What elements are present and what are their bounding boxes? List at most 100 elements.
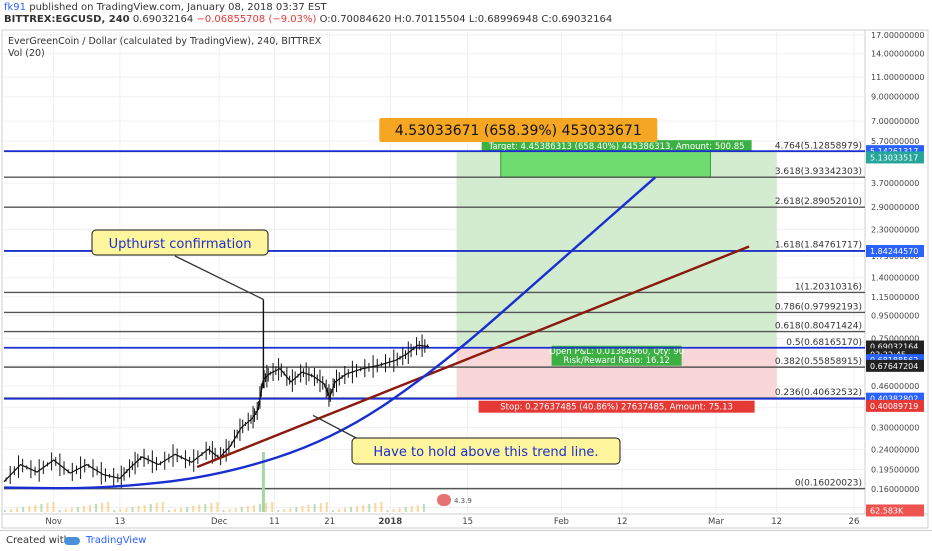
x-tick-label: 26 (849, 517, 860, 527)
volume-bar (173, 509, 176, 512)
x-tick-label: 15 (462, 517, 473, 527)
parabolic-curve (3, 176, 657, 490)
volume-bar (82, 506, 85, 512)
price-tag: 0.40089719 (870, 402, 918, 411)
volume-bar (192, 506, 195, 512)
volume-bar (416, 505, 419, 512)
volume-bar (398, 508, 401, 512)
volume-bar (258, 504, 261, 512)
fib-label: 4.764(5.12858979) (775, 141, 862, 151)
volume-bar (64, 509, 67, 512)
fib-label: 0.618(0.80471424) (775, 322, 862, 332)
volume-bar (131, 507, 134, 512)
volume-bar (368, 504, 371, 512)
price-axis: 0.132000000.160000000.195000000.24000000… (871, 31, 924, 513)
volume-bar (10, 509, 13, 512)
created-with-text: Created with (6, 535, 70, 546)
price-tag: 62.583K (870, 506, 904, 515)
y-tick-label: 0.30000000 (871, 424, 919, 433)
target-label: Target: 4.45386313 (658.40%) 445386313, … (488, 142, 745, 152)
volume-bar (240, 507, 243, 512)
volume-bar (410, 506, 413, 512)
x-tick-label: Mar (708, 517, 725, 527)
y-tick-label: 1.15000000 (871, 293, 919, 302)
volume-bar (22, 507, 25, 512)
fib-label: 0.236(0.40632532) (775, 388, 862, 398)
volume-bar (331, 510, 334, 512)
measure-label: 4.53033671 (658.39%) 453033671 (395, 123, 642, 139)
volume-bar (198, 505, 201, 512)
stop-label: Stop: 0.27637485 (40.86%) 27637485, Amou… (500, 403, 733, 413)
callout-trendline-bg (351, 437, 621, 465)
target-label-bg (481, 140, 752, 152)
fib-label: 3.618(3.93342303) (775, 167, 862, 177)
price-tag: 0.40382802 (870, 395, 918, 404)
y-tick-label: 3.70000000 (871, 179, 919, 188)
price-chart[interactable]: Target: 4.45386313 (658.40%) 445386313, … (0, 26, 932, 530)
high-value: H:0.70115504 (394, 14, 466, 25)
callout-upthurst-bg (91, 229, 269, 256)
volume-bar (295, 507, 298, 512)
drawings[interactable]: 4.53033671 (658.39%) 453033671 Upthurst c… (3, 118, 750, 506)
x-tick-label: Nov (45, 517, 62, 527)
volume-bar (95, 504, 98, 512)
tradingview-brand-link[interactable]: TradingView (86, 535, 147, 546)
low-value: L:0.68996948 (468, 14, 539, 25)
volume-bar (307, 505, 310, 512)
ohlc-line: BITTREX:EGCUSD, 240 0.69032164 −0.068557… (4, 14, 612, 25)
volume-bar (289, 508, 292, 512)
x-tick-label: 13 (114, 517, 125, 527)
volume-bar (271, 502, 274, 512)
price-tag-bg (866, 399, 924, 412)
volume-bar (374, 503, 377, 512)
volume-bar (137, 506, 140, 512)
time-axis: Nov 13 Dec 11 21 2018 15 Feb 12 Mar 12 26 (45, 517, 859, 527)
chart-subtitle: Vol (20) (8, 48, 45, 59)
callout-pointer (312, 414, 361, 441)
volume-bar (34, 505, 37, 512)
y-tick-label: 9.00000000 (871, 93, 919, 102)
y-tick-label: 2.90000000 (871, 203, 919, 212)
y-tick-label: 2.30000000 (871, 225, 919, 234)
price-tag-bg (866, 359, 924, 372)
y-tick-label: 0.95000000 (871, 311, 919, 320)
volume-bar (186, 507, 189, 512)
volume-bar (28, 506, 31, 512)
y-tick-label: 7.00000000 (871, 117, 919, 126)
volume-bar (422, 504, 425, 512)
price-tag-bg (866, 245, 924, 258)
volume-bar (210, 503, 213, 512)
x-tick-label: 21 (324, 517, 335, 527)
y-tick-label: 0.24000000 (871, 445, 919, 454)
y-tick-label: 0.46000000 (871, 382, 919, 391)
last-price: 0.69032164 (132, 14, 194, 25)
author-link[interactable]: fk91 (4, 2, 27, 13)
symbol-label: BITTREX:EGCUSD, 240 (4, 14, 130, 25)
volume-bar (283, 509, 286, 512)
volume-bar (125, 508, 128, 512)
volume-bar (149, 504, 152, 512)
volume-bar (76, 507, 79, 512)
position-tool[interactable]: Target: 4.45386313 (658.40%) 445386313, … (456, 140, 777, 413)
x-tick-label: Dec (211, 517, 228, 527)
volume-bar (350, 507, 353, 512)
price-tag-bg (866, 504, 924, 517)
publish-line: fk91 published on TradingView.com, Janua… (4, 2, 327, 13)
y-tick-label: 17.00000000 (871, 31, 924, 40)
target-box (500, 150, 711, 178)
volume-bar (319, 503, 322, 512)
callout-pointer (174, 255, 264, 301)
volume-bar (216, 502, 219, 512)
volume-bar (101, 503, 104, 512)
volume-bar (277, 510, 280, 512)
volume-bar (70, 508, 73, 512)
callout-trendline: Have to hold above this trend line. (373, 445, 598, 460)
volume-bar (228, 509, 231, 512)
volume-bar (167, 510, 170, 512)
price-tag: 0.69032164 (870, 343, 918, 352)
fib-label: 1(1.20310316) (795, 282, 862, 292)
y-tick-label: 0.19500000 (871, 466, 919, 475)
y-tick-label: 0.16000000 (871, 485, 919, 494)
volume-bar (16, 508, 19, 512)
volume-bar (155, 503, 158, 512)
